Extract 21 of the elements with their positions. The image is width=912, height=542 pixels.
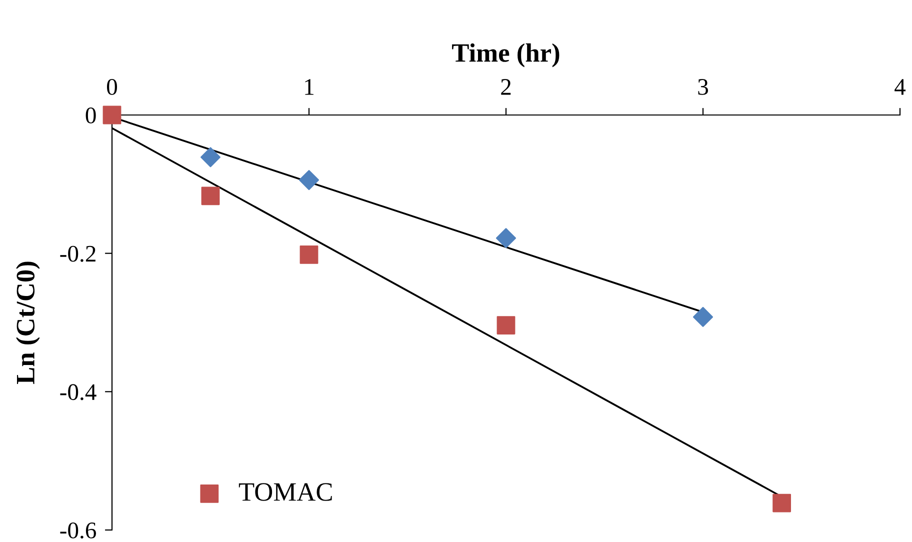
x-tick-label: 1 [305, 79, 314, 95]
x-tick-label: 0 [106, 78, 118, 95]
point [102, 106, 122, 124]
x-axis-title: Time (hr) [452, 43, 560, 68]
x-tick-label: 2 [501, 79, 511, 95]
y-tick-label: -0.2 [60, 246, 96, 262]
point [692, 306, 714, 327]
point [496, 316, 516, 334]
x-tick-label: 4 [894, 79, 906, 95]
legend-label: TOMAC [238, 483, 332, 501]
point [298, 170, 320, 190]
y-tick-label: -0.4 [60, 384, 96, 400]
point [201, 186, 220, 206]
point [772, 494, 791, 512]
point [200, 147, 221, 168]
y-axis-title: Ln (Ct/C0) [16, 262, 40, 384]
y-tick-label: 0 [86, 107, 96, 124]
point [496, 228, 516, 248]
x-tick-label: 3 [698, 79, 708, 95]
point [300, 246, 318, 264]
y-tick-label: -0.6 [60, 522, 96, 539]
